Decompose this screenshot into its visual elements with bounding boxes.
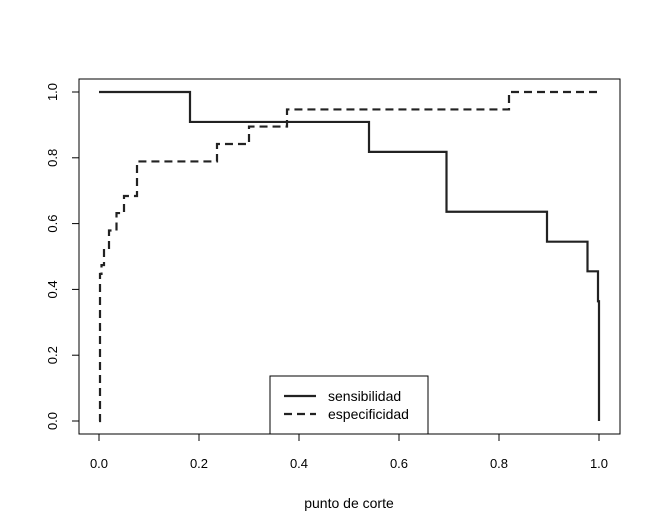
x-tick-label: 0.2 [190, 456, 208, 471]
legend-label-sensibilidad: sensibilidad [328, 388, 401, 404]
y-tick-label: 0.6 [45, 215, 60, 233]
y-tick-label: 0.2 [45, 346, 60, 364]
y-tick-label: 0.8 [45, 149, 60, 167]
x-tick-label: 1.0 [590, 456, 608, 471]
series-line-sensibilidad [99, 90, 601, 421]
y-axis: 0.0 0.2 0.4 0.6 0.8 1.0 [45, 83, 80, 430]
series-line-especificidad [98, 90, 599, 423]
y-tick-label: 1.0 [45, 83, 60, 101]
y-tick-label: 0.0 [45, 412, 60, 430]
x-tick-label: 0.0 [90, 456, 108, 471]
legend-label-especificidad: especificidad [328, 406, 409, 422]
series-layer [98, 90, 601, 423]
legend-box [269, 375, 429, 435]
x-axis: 0.0 0.2 0.4 0.6 0.8 1.0 [90, 433, 608, 471]
x-tick-label: 0.6 [390, 456, 408, 471]
x-tick-label: 0.4 [290, 456, 308, 471]
x-axis-title: punto de corte [304, 495, 394, 511]
legend: sensibilidad especificidad [269, 375, 429, 435]
y-tick-label: 0.4 [45, 280, 60, 298]
x-tick-label: 0.8 [490, 456, 508, 471]
